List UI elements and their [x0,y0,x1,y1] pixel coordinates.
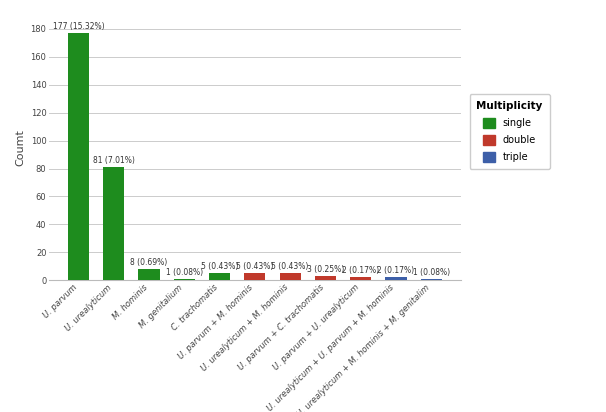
Text: 1 (0.08%): 1 (0.08%) [166,268,203,277]
Text: 8 (0.69%): 8 (0.69%) [130,258,168,267]
Text: 177 (15.32%): 177 (15.32%) [53,22,104,31]
Bar [138,269,159,280]
Text: 5 (0.43%): 5 (0.43%) [271,262,309,271]
Bar [244,273,265,280]
Text: 3 (0.25%): 3 (0.25%) [307,265,344,274]
Bar [421,279,442,280]
Bar [315,276,336,280]
Bar [209,273,230,280]
Bar [350,277,371,280]
Bar [174,279,195,280]
Text: 1 (0.08%): 1 (0.08%) [413,268,450,277]
Text: 2 (0.17%): 2 (0.17%) [378,266,415,275]
Legend: single, double, triple: single, double, triple [470,94,550,169]
Text: 2 (0.17%): 2 (0.17%) [342,266,379,275]
Text: 5 (0.43%): 5 (0.43%) [201,262,238,271]
Text: 5 (0.43%): 5 (0.43%) [236,262,273,271]
Text: 81 (7.01%): 81 (7.01%) [93,156,135,165]
Bar [68,33,89,280]
Bar [279,273,301,280]
Y-axis label: Coumt: Coumt [15,129,25,166]
Bar [385,277,407,280]
Bar [103,167,124,280]
